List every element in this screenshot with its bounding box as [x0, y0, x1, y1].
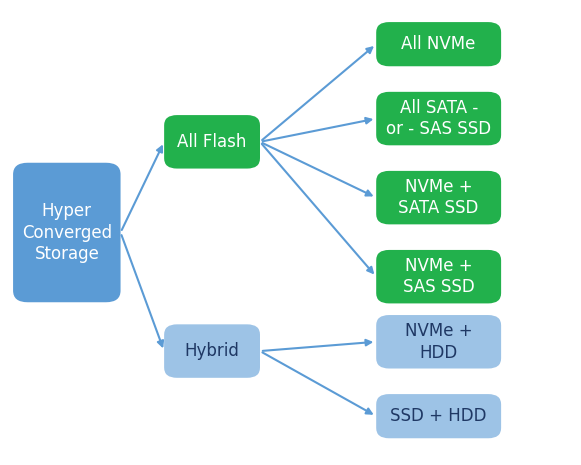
- Text: NVMe +
HDD: NVMe + HDD: [405, 322, 472, 361]
- FancyBboxPatch shape: [164, 325, 260, 378]
- Text: All Flash: All Flash: [177, 133, 247, 151]
- FancyBboxPatch shape: [376, 92, 501, 145]
- FancyBboxPatch shape: [376, 315, 501, 368]
- Text: All NVMe: All NVMe: [401, 35, 476, 53]
- FancyBboxPatch shape: [13, 163, 121, 302]
- FancyBboxPatch shape: [164, 115, 260, 169]
- Text: NVMe +
SAS SSD: NVMe + SAS SSD: [403, 257, 475, 296]
- Text: All SATA -
or - SAS SSD: All SATA - or - SAS SSD: [386, 99, 491, 138]
- FancyBboxPatch shape: [376, 22, 501, 66]
- Text: Hybrid: Hybrid: [185, 342, 239, 360]
- Text: SSD + HDD: SSD + HDD: [390, 407, 487, 425]
- FancyBboxPatch shape: [376, 250, 501, 304]
- FancyBboxPatch shape: [376, 171, 501, 225]
- Text: Hyper
Converged
Storage: Hyper Converged Storage: [21, 202, 112, 263]
- Text: NVMe +
SATA SSD: NVMe + SATA SSD: [399, 178, 479, 217]
- FancyBboxPatch shape: [376, 394, 501, 438]
